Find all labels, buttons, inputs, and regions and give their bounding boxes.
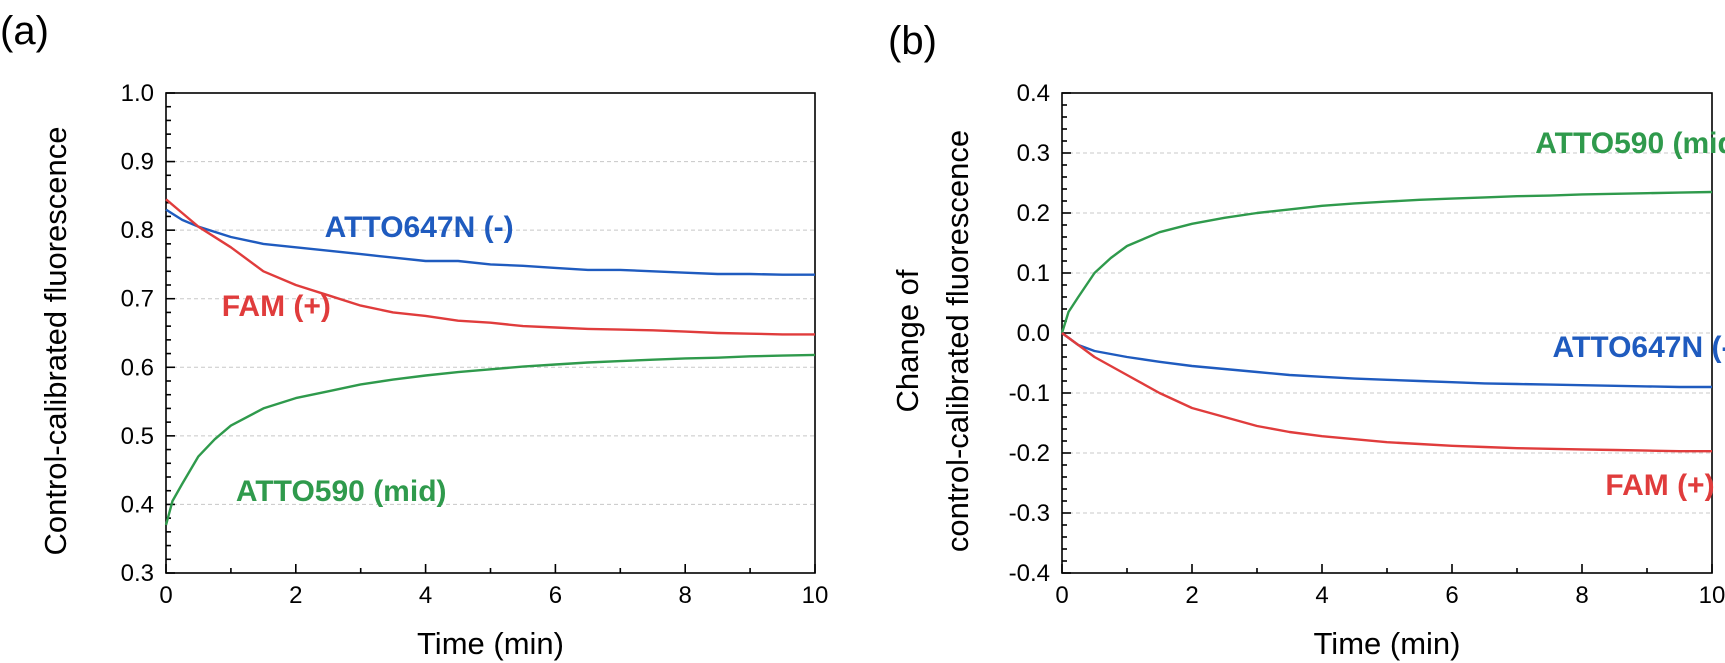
- series-label: ATTO590 (mid): [236, 475, 447, 508]
- plot-frame: [165, 92, 816, 574]
- series-label: FAM (+): [222, 290, 331, 323]
- y-tick-label: -0.2: [1009, 440, 1050, 467]
- x-tick-label: 0: [1055, 582, 1068, 609]
- series-label: ATTO647N (-): [1553, 331, 1725, 364]
- series-label: ATTO647N (-): [325, 211, 514, 244]
- y-tick-label: 0.3: [121, 560, 154, 587]
- series-label: ATTO590 (mid): [1535, 127, 1725, 160]
- series-label: FAM (+): [1605, 469, 1714, 502]
- y-axis-title: Change of: [890, 269, 925, 412]
- y-tick-label: 0.7: [121, 286, 154, 313]
- x-tick-label: 2: [289, 582, 302, 609]
- x-tick-label: 6: [549, 582, 562, 609]
- y-tick-label: 0.9: [121, 149, 154, 176]
- y-axis-title: Control-calibrated fluorescence: [38, 126, 73, 555]
- chart-panel-b: (b) -0.4 -0.3 -0.2 -0.1 0.0 0.1 0.2 0.3 0.4 0 2 4 6 8 1…: [888, 19, 1725, 661]
- series-line: [1061, 332, 1712, 389]
- x-tick-label: 10: [802, 582, 829, 609]
- y-tick-label: 0.4: [121, 491, 154, 518]
- series-line: [1061, 332, 1712, 453]
- y-tick-label: -0.3: [1009, 500, 1050, 527]
- y-tick-label: 1.0: [121, 80, 154, 107]
- series-line: [164, 353, 816, 526]
- x-axis-title: Time (min): [1314, 626, 1461, 661]
- series-line: [165, 198, 815, 336]
- panel-label: (a): [0, 9, 49, 53]
- x-tick-label: 8: [679, 582, 692, 609]
- y-axis-title: control-calibrated fluorescence: [940, 130, 975, 552]
- x-tick-label: 2: [1185, 582, 1198, 609]
- y-tick-label: 0.5: [121, 423, 154, 450]
- y-tick-label: 0.1: [1017, 260, 1050, 287]
- x-tick-label: 6: [1445, 582, 1458, 609]
- series-line: [165, 208, 815, 276]
- x-tick-label: 10: [1699, 582, 1725, 609]
- y-tick-label: 0.4: [1017, 80, 1050, 107]
- y-tick-label: -0.4: [1009, 560, 1050, 587]
- y-tick-label: 0.3: [1017, 140, 1050, 167]
- x-tick-label: 0: [159, 582, 172, 609]
- x-axis-title: Time (min): [417, 626, 564, 661]
- x-tick-label: 4: [1315, 582, 1328, 609]
- series-line: [1060, 190, 1713, 334]
- y-tick-label: -0.1: [1009, 380, 1050, 407]
- panel-label: (b): [888, 19, 937, 63]
- x-tick-label: 4: [419, 582, 432, 609]
- chart-panel-a: (a) 0.3 0.4 0.5 0.6 0.7 0.8 0.9 1.0 0 2 4 6 8 10 Time (…: [0, 9, 828, 661]
- y-tick-label: 0.2: [1017, 200, 1050, 227]
- y-tick-label: 0.6: [121, 354, 154, 381]
- x-tick-label: 8: [1575, 582, 1588, 609]
- y-tick-label: 0.0: [1017, 320, 1050, 347]
- y-tick-label: 0.8: [121, 217, 154, 244]
